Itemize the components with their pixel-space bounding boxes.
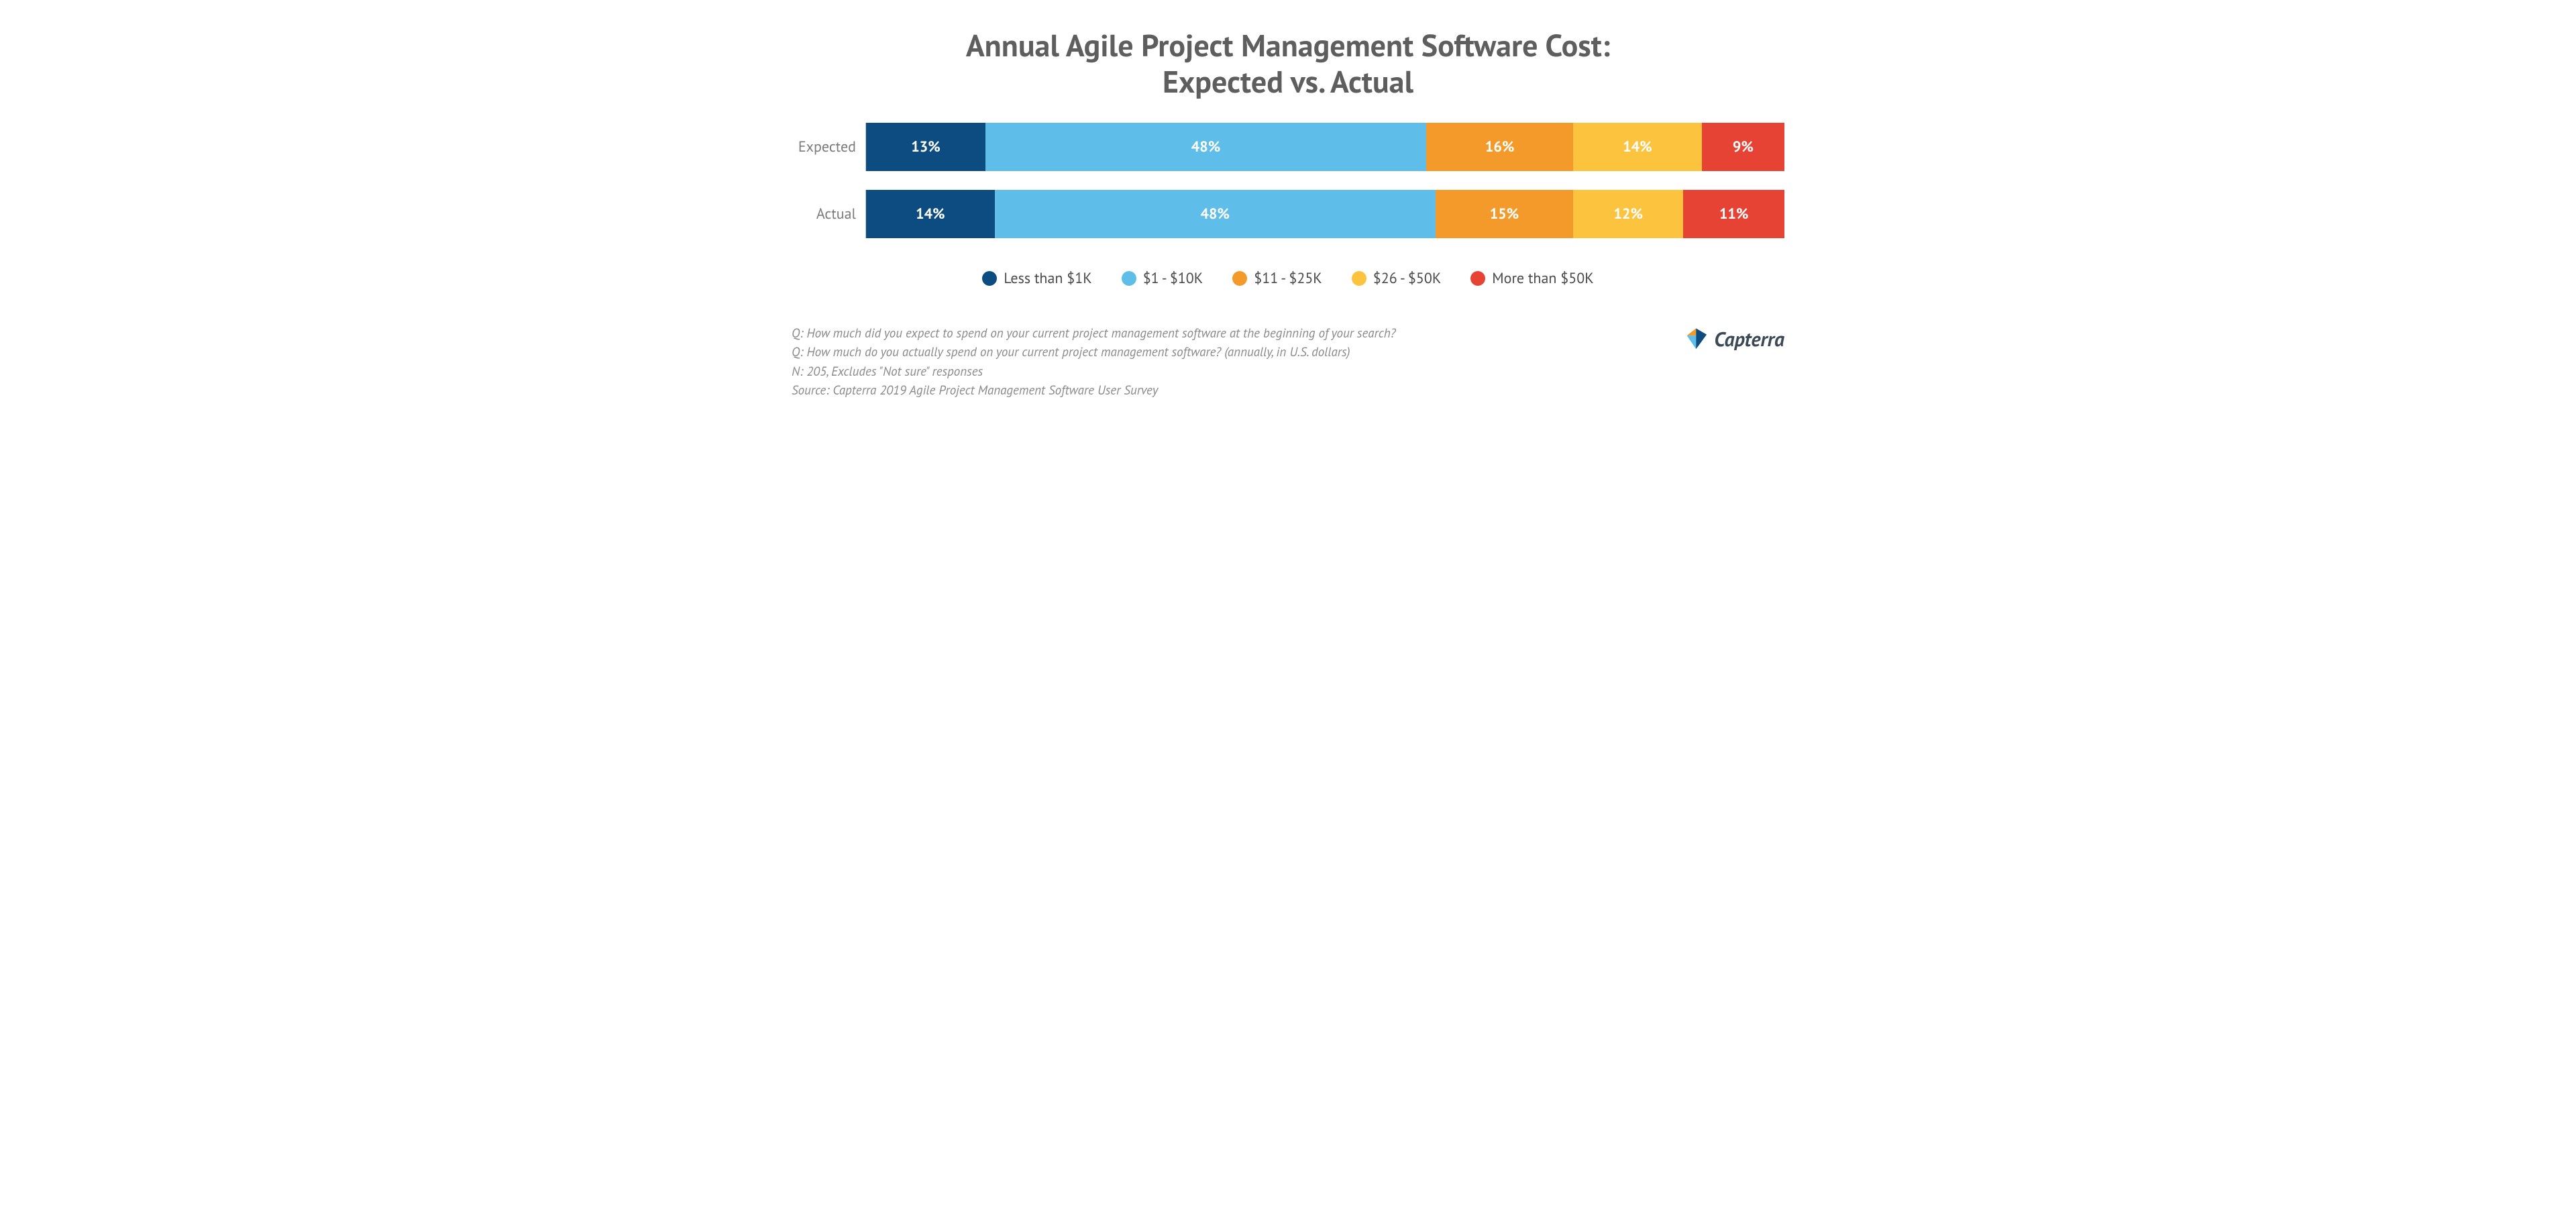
legend-swatch (1470, 271, 1485, 286)
legend-item: Less than $1K (982, 269, 1091, 288)
bar-segment: 16% (1426, 123, 1573, 171)
bar-segment: 11% (1683, 190, 1784, 238)
bar-row: Actual14%48%15%12%11% (792, 190, 1784, 238)
legend-label: $26 - $50K (1373, 269, 1442, 288)
legend: Less than $1K $1 - $10K $11 - $25K $26 - $5… (792, 269, 1784, 288)
row-label: Actual (792, 205, 865, 223)
bar-segment: 48% (995, 190, 1436, 238)
legend-swatch (982, 271, 997, 286)
bar-segment: 14% (1573, 123, 1702, 171)
footnote-line: Source: Capterra 2019 Agile Project Mana… (792, 381, 1396, 401)
footnotes: Q: How much did you expect to spend on y… (792, 324, 1396, 401)
chart-title-line-1: Annual Agile Project Management Software… (966, 25, 1610, 65)
footer-row: Q: How much did you expect to spend on y… (792, 324, 1784, 401)
legend-item: $11 - $25K (1232, 269, 1322, 288)
legend-item: $26 - $50K (1352, 269, 1442, 288)
bar-segment: 48% (985, 123, 1426, 171)
legend-swatch (1352, 271, 1366, 286)
footnote-line: Q: How much do you actually spend on you… (792, 343, 1396, 362)
legend-label: Less than $1K (1004, 269, 1091, 288)
chart-title: Annual Agile Project Management Software… (792, 27, 1784, 100)
bar-segment: 13% (866, 123, 985, 171)
brand: Capterra (1684, 324, 1784, 353)
footnote-line: Q: How much did you expect to spend on y… (792, 324, 1396, 344)
bar-segment: 9% (1702, 123, 1784, 171)
legend-swatch (1232, 271, 1247, 286)
row-label: Expected (792, 138, 865, 156)
footnote-line: N: 205, Excludes "Not sure" responses (792, 362, 1396, 382)
legend-item: More than $50K (1470, 269, 1593, 288)
bar-track: 14%48%15%12%11% (865, 190, 1784, 238)
chart-title-line-2: Expected vs. Actual (1163, 61, 1413, 101)
bar-row: Expected13%48%16%14%9% (792, 123, 1784, 171)
legend-item: $1 - $10K (1122, 269, 1203, 288)
chart-rows: Expected13%48%16%14%9%Actual14%48%15%12%… (792, 123, 1784, 238)
brand-name: Capterra (1714, 326, 1784, 352)
bar-segment: 12% (1573, 190, 1683, 238)
bar-segment: 14% (866, 190, 995, 238)
legend-swatch (1122, 271, 1136, 286)
legend-label: $1 - $10K (1143, 269, 1203, 288)
legend-label: $11 - $25K (1254, 269, 1322, 288)
legend-label: More than $50K (1492, 269, 1593, 288)
bar-segment: 15% (1436, 190, 1573, 238)
bar-track: 13%48%16%14%9% (865, 123, 1784, 171)
chart-container: Annual Agile Project Management Software… (771, 0, 1805, 421)
capterra-logo-icon (1684, 325, 1709, 353)
